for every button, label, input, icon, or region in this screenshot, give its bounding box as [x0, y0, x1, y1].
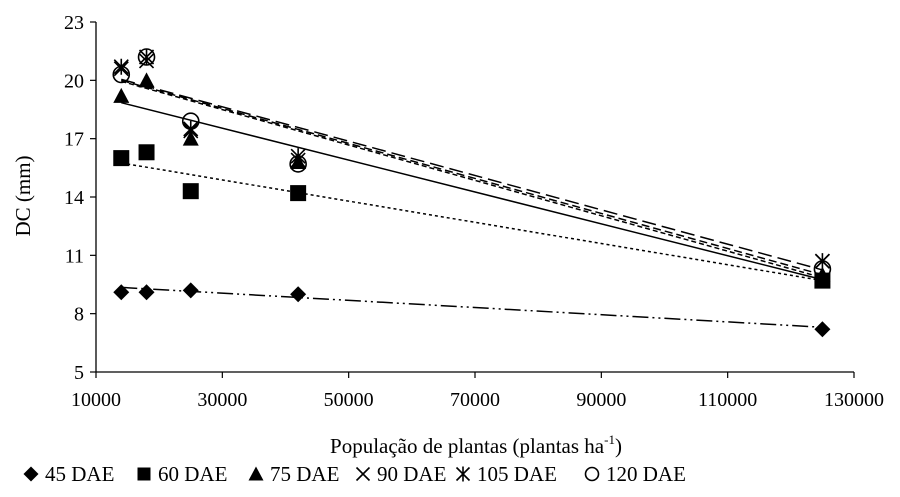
legend-marker [455, 466, 471, 482]
x-axis-title-main: População de plantas (plantas ha [330, 434, 605, 458]
y-tick-label: 11 [65, 245, 84, 267]
legend-label: 60 DAE [158, 462, 227, 486]
x-tick-label: 30000 [197, 389, 247, 411]
data-point [112, 65, 131, 84]
trend-line [121, 286, 823, 329]
data-point [138, 49, 155, 65]
legend-label: 75 DAE [270, 462, 339, 486]
data-markers [112, 48, 832, 338]
data-point [113, 87, 130, 103]
data-point [182, 130, 199, 146]
y-tick-label: 20 [64, 70, 84, 92]
legend-marker [248, 466, 264, 481]
trend-line [121, 79, 823, 276]
trend-line [121, 162, 823, 282]
legend-label: 105 DAE [477, 462, 557, 486]
x-tick-label: 50000 [324, 389, 374, 411]
x-tick-label: 90000 [576, 389, 626, 411]
x-tick-label: 110000 [698, 389, 757, 411]
y-tick-label: 14 [64, 187, 84, 209]
x-tick-label: 130000 [824, 389, 884, 411]
data-point [137, 48, 156, 66]
data-point [182, 282, 199, 299]
legend-label: 45 DAE [45, 462, 114, 486]
data-point [290, 286, 307, 303]
trend-line [121, 101, 823, 281]
data-point [289, 155, 307, 173]
data-point [813, 260, 832, 278]
y-tick-label: 23 [64, 12, 84, 34]
data-point [290, 185, 307, 202]
data-point [181, 112, 200, 130]
y-tick-label: 17 [64, 129, 84, 151]
y-tick-label: 8 [74, 304, 84, 326]
axes: 5 8 11 14 17 20 23 10000 30000 50000 70000 90000 110… [64, 12, 884, 411]
y-axis-title: DC (mm) [11, 155, 35, 236]
y-tick-label: 5 [74, 362, 84, 384]
legend-marker [584, 466, 600, 482]
legend-marker [23, 466, 39, 482]
x-axis-title-close: ) [615, 434, 622, 458]
legend-marker [355, 466, 371, 482]
legend-label: 90 DAE [377, 462, 446, 486]
trend-lines [121, 78, 823, 329]
data-point [138, 284, 155, 301]
data-point [182, 183, 199, 200]
data-point [113, 284, 130, 301]
x-axis-title: População de plantas (plantas ha-1) [330, 432, 622, 458]
data-point [138, 72, 155, 88]
data-point [138, 144, 155, 161]
legend: 45 DAE 60 DAE 75 DAE 90 DAE 105 DAE 120 DAE [23, 462, 686, 486]
data-point [814, 266, 831, 282]
data-point [814, 321, 831, 338]
legend-label: 120 DAE [606, 462, 686, 486]
trend-line [121, 78, 823, 271]
x-tick-label: 70000 [450, 389, 500, 411]
x-tick-label: 10000 [71, 389, 121, 411]
x-axis-title-sup: -1 [604, 432, 615, 447]
legend-marker [137, 467, 151, 481]
data-point [113, 150, 130, 167]
trend-line [121, 80, 823, 279]
